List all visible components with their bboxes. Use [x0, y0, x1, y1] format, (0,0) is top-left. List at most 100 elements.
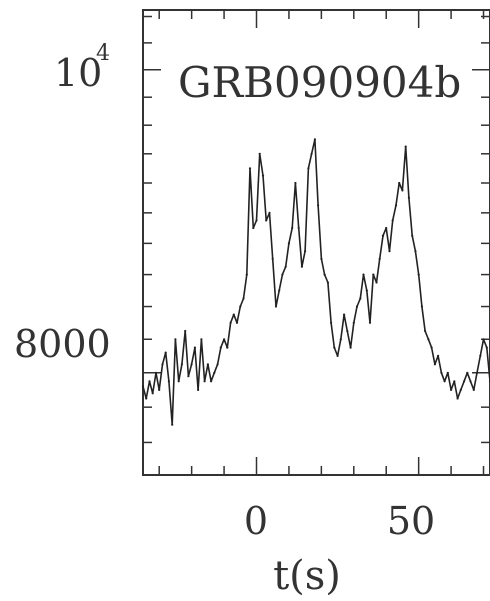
data-point — [417, 273, 420, 276]
data-point — [378, 257, 381, 260]
data-point — [404, 145, 407, 148]
data-point — [141, 385, 145, 388]
data-point — [164, 351, 167, 354]
y-tick-label-10000: 10 4 — [54, 41, 110, 95]
data-point — [258, 152, 261, 155]
data-point — [154, 371, 158, 374]
data-point — [235, 321, 239, 324]
data-point — [265, 219, 268, 222]
data-point — [343, 313, 346, 316]
data-point — [456, 397, 459, 400]
data-point — [394, 204, 398, 207]
data-point — [300, 265, 303, 268]
data-point — [193, 346, 196, 349]
data-point — [443, 380, 446, 383]
y-tick-label-base: 10 — [54, 51, 102, 95]
data-point — [349, 346, 352, 349]
data-point — [407, 196, 410, 199]
data-point — [145, 397, 148, 400]
data-point — [180, 363, 183, 366]
data-point — [437, 354, 440, 357]
data-point — [336, 354, 339, 357]
data-point — [268, 211, 271, 214]
data-point — [359, 297, 362, 300]
data-point — [368, 321, 372, 324]
data-point — [210, 380, 213, 383]
data-point — [352, 321, 355, 324]
data-point — [401, 189, 404, 192]
data-point — [239, 305, 242, 308]
data-point — [190, 363, 193, 366]
data-point — [472, 388, 475, 391]
data-point — [187, 375, 190, 378]
data-point — [469, 380, 472, 383]
data-point — [287, 242, 290, 245]
x-tick-label-0: 0 — [244, 499, 268, 543]
data-point — [184, 329, 187, 333]
data-point — [281, 273, 284, 276]
x-axis-label: t(s) — [273, 553, 341, 599]
data-point — [213, 371, 216, 374]
data-point — [355, 305, 359, 308]
data-point — [381, 234, 385, 237]
data-point — [226, 346, 229, 349]
data-point — [440, 371, 443, 374]
data-point — [466, 371, 469, 374]
data-point — [158, 388, 161, 391]
data-point — [307, 167, 310, 170]
data-point — [252, 226, 255, 230]
data-point — [232, 313, 235, 316]
data-point — [433, 363, 436, 366]
data-point — [446, 371, 449, 374]
data-point — [485, 346, 488, 349]
data-point — [274, 305, 278, 308]
chart-title: GRB090904b — [178, 58, 461, 107]
axis-ticks — [143, 10, 490, 475]
data-point — [372, 273, 375, 276]
data-point — [424, 329, 427, 333]
data-point — [216, 363, 219, 366]
data-point — [219, 346, 222, 349]
data-point — [200, 338, 203, 341]
data-point — [326, 281, 329, 284]
data-point — [203, 380, 206, 383]
data-point — [223, 338, 226, 341]
data-point — [411, 234, 414, 237]
data-point — [310, 152, 313, 155]
data-point — [304, 250, 307, 253]
data-point — [453, 380, 456, 383]
data-point — [391, 219, 394, 222]
data-point — [479, 354, 482, 357]
x-tick-label-50: 50 — [387, 499, 435, 543]
data-point — [463, 380, 466, 383]
data-point — [284, 265, 287, 268]
data-point — [362, 273, 365, 276]
data-point — [206, 363, 209, 366]
y-tick-label-exponent: 4 — [96, 41, 110, 66]
data-point — [482, 338, 485, 341]
series-line — [142, 138, 490, 426]
data-point — [427, 338, 430, 341]
data-point — [242, 297, 245, 300]
plot-frame — [142, 9, 490, 476]
data-point — [294, 181, 297, 185]
data-point — [245, 273, 248, 276]
data-point — [229, 321, 232, 324]
data-point — [174, 338, 177, 341]
data-point — [420, 305, 423, 308]
data-point — [148, 380, 151, 383]
data-point — [271, 257, 274, 260]
data-point — [330, 321, 333, 324]
y-tick-label-8000: 8000 — [14, 322, 111, 366]
data-point — [459, 388, 462, 391]
data-point — [414, 250, 417, 253]
data-point — [317, 204, 320, 207]
data-point — [171, 423, 174, 426]
data-point — [313, 138, 316, 141]
data-point — [346, 329, 349, 333]
data-point — [297, 226, 300, 230]
data-point — [177, 380, 180, 383]
data-point — [248, 167, 252, 170]
data-point — [323, 273, 326, 276]
